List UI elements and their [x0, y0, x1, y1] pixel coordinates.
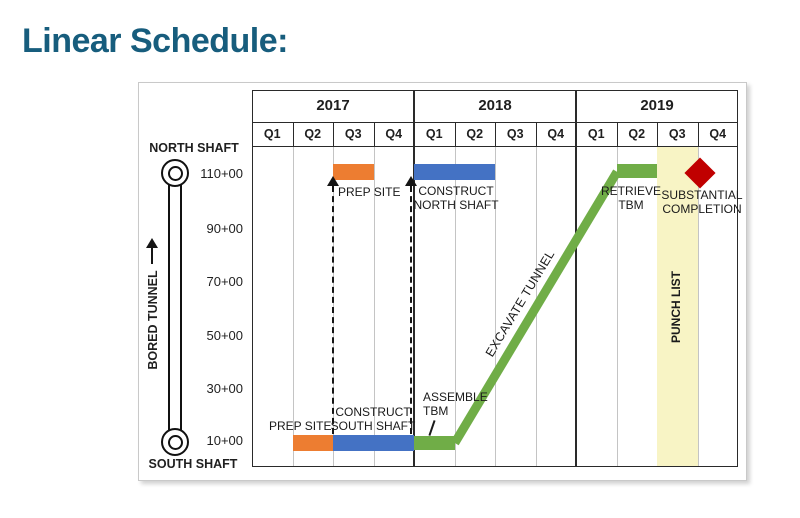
gridline-q	[454, 147, 456, 466]
year-2018: 2018	[478, 97, 512, 114]
q-label: Q2	[466, 127, 484, 141]
tick-110: 110+00	[200, 166, 243, 181]
hdr-sep	[697, 122, 699, 147]
year-boundary-2019	[575, 90, 577, 467]
prep-site-north-bar	[333, 164, 374, 180]
gridline-q	[495, 147, 496, 466]
tick-70: 70+00	[206, 274, 243, 289]
south-shaft-label: SOUTH SHAFT	[148, 457, 238, 471]
bored-tunnel-axis-label: BORED TUNNEL	[146, 270, 160, 370]
q-label: Q4	[547, 127, 565, 141]
hdr-sep	[657, 122, 658, 147]
assemble-line2: TBM	[423, 403, 449, 418]
gridline-q	[373, 147, 375, 466]
hdr-sep	[454, 122, 456, 147]
assemble-line1: ASSEMBLE	[423, 390, 488, 404]
q-label: Q1	[263, 127, 281, 141]
retrieve-line2: TBM	[618, 197, 644, 212]
schedule-panel	[138, 82, 747, 481]
q-label: Q1	[587, 127, 605, 141]
retrieve-tbm-bar	[616, 164, 657, 178]
assemble-tbm-label: ASSEMBLE TBM	[423, 390, 488, 418]
substantial-line2: COMPLETION	[662, 201, 742, 216]
construct-north-line2: NORTH SHAFT	[413, 197, 499, 212]
dependency-arrow-1-head	[326, 176, 339, 186]
q-label: Q3	[668, 127, 686, 141]
axis-up-arrow-icon	[146, 238, 158, 248]
hdr-sep	[495, 122, 496, 147]
south-shaft-icon-inner	[167, 434, 183, 450]
construct-south-line2: SOUTH SHAFT	[330, 418, 416, 433]
north-shaft-icon-inner	[167, 165, 183, 181]
prep-site-north-label: PREP SITE	[338, 185, 401, 199]
dependency-arrow-2	[410, 186, 412, 434]
q-label: Q1	[425, 127, 443, 141]
q-label: Q3	[506, 127, 524, 141]
hdr-sep	[373, 122, 375, 147]
construct-south-shaft-bar	[333, 435, 414, 451]
construct-north-shaft-label: CONSTRUCT NORTH SHAFT	[406, 184, 506, 212]
construct-south-line1: CONSTRUCT	[335, 405, 411, 419]
tick-90: 90+00	[206, 221, 243, 236]
q-label: Q4	[385, 127, 403, 141]
year-2019: 2019	[640, 97, 674, 114]
dependency-arrow-1	[331, 186, 334, 434]
year-2017: 2017	[316, 97, 350, 114]
prep-site-south-bar	[292, 435, 333, 451]
gridline-q	[697, 147, 699, 466]
punch-list-band	[657, 147, 698, 466]
q-label: Q4	[709, 127, 727, 141]
hdr-sep	[616, 122, 618, 147]
q-label: Q2	[304, 127, 322, 141]
year-boundary-2018	[413, 90, 415, 467]
hdr-sep	[535, 122, 537, 147]
q-label: Q2	[628, 127, 646, 141]
construct-north-line1: CONSTRUCT	[418, 184, 494, 198]
gridline-q	[292, 147, 294, 466]
construct-north-shaft-bar	[414, 164, 495, 180]
tunnel-line-icon	[168, 185, 182, 430]
tick-10: 10+00	[206, 433, 243, 448]
assemble-tbm-bar	[414, 436, 455, 450]
prep-site-south-label: PREP SITE	[269, 419, 332, 433]
grid-frame	[252, 90, 738, 467]
gridline-q	[616, 147, 618, 466]
tick-30: 30+00	[206, 381, 243, 396]
construct-south-shaft-label: CONSTRUCT SOUTH SHAFT	[323, 405, 423, 433]
hdr-sep	[333, 122, 334, 147]
punch-list-label: PUNCH LIST	[669, 271, 683, 343]
retrieve-tbm-label: RETRIEVE TBM	[596, 184, 666, 212]
axis-arrow-shaft	[150, 246, 154, 264]
page-title: Linear Schedule:	[22, 22, 288, 60]
substantial-completion-label: SUBSTANTIAL COMPLETION	[657, 188, 747, 216]
retrieve-line1: RETRIEVE	[600, 184, 661, 198]
q-label: Q3	[344, 127, 362, 141]
dependency-arrow-2-head	[405, 176, 418, 186]
substantial-line1: SUBSTANTIAL	[661, 188, 743, 202]
tick-50: 50+00	[206, 328, 243, 343]
hdr-sep	[292, 122, 294, 147]
north-shaft-label: NORTH SHAFT	[149, 141, 239, 155]
